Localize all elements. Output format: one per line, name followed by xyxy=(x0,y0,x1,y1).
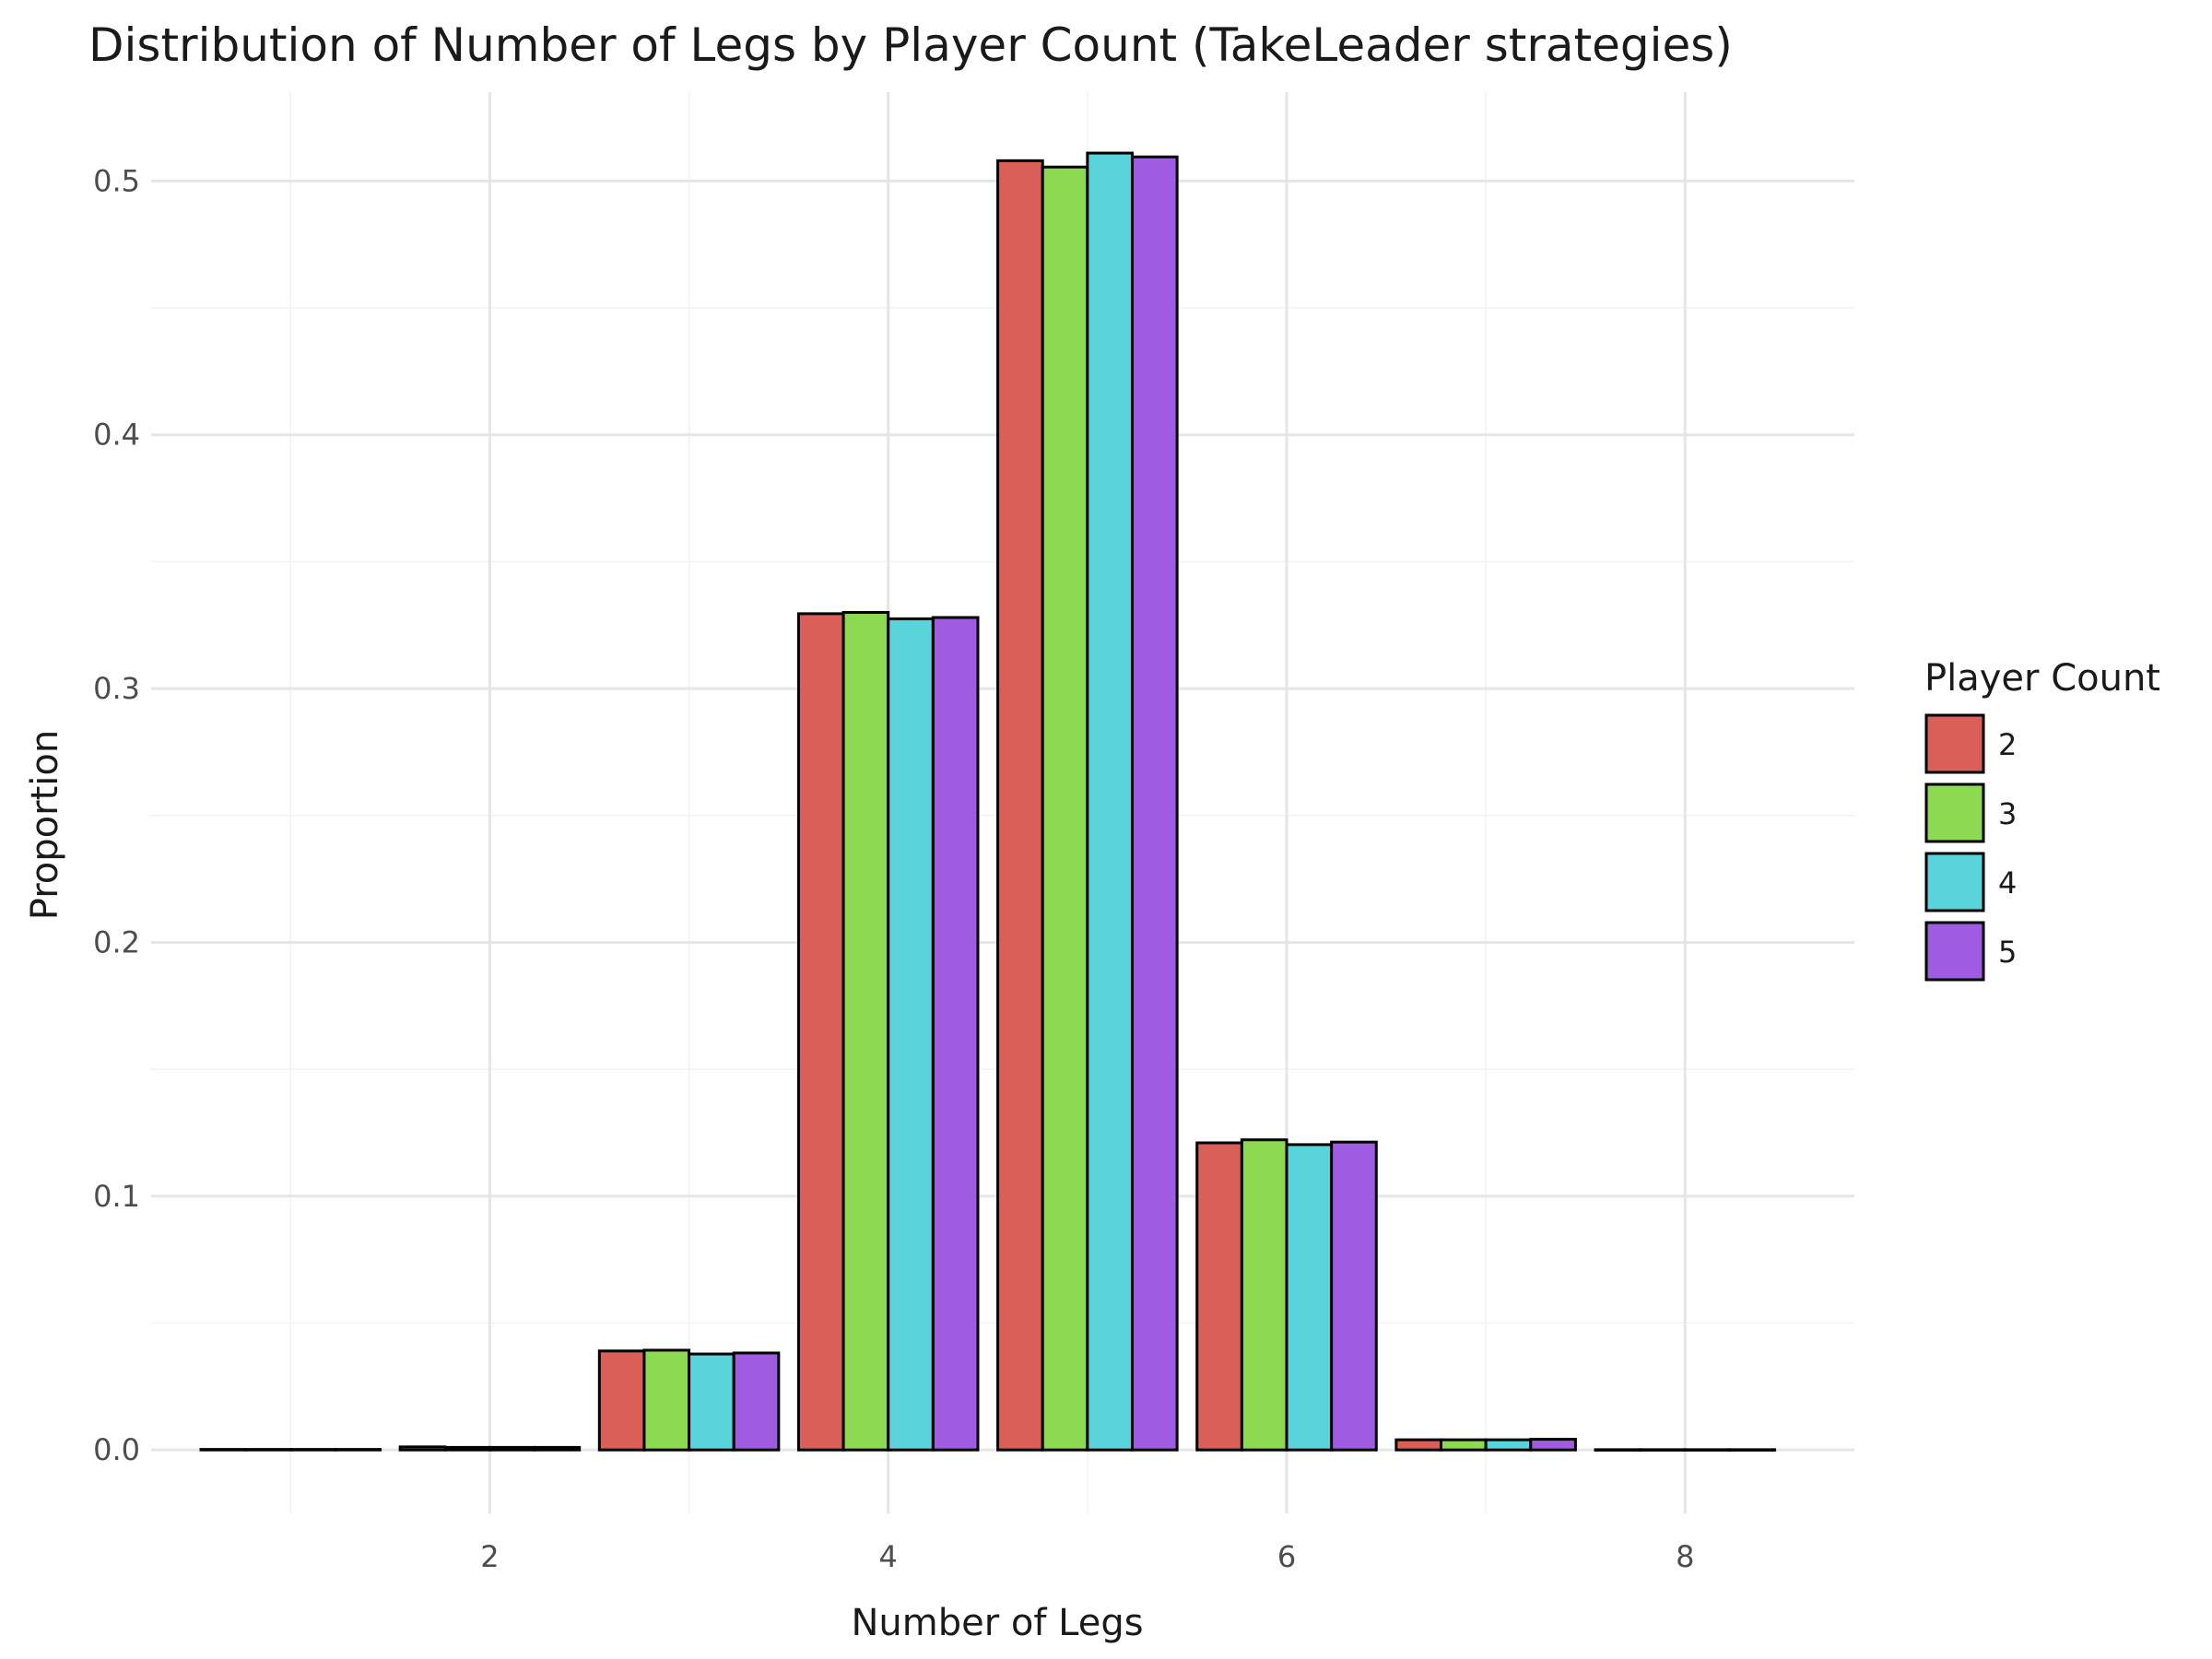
legend-title: Player Count xyxy=(1924,657,2160,700)
x-tick-label: 8 xyxy=(1676,1539,1694,1574)
bar-legs-4-players-2 xyxy=(796,612,845,1452)
bar-legs-4-players-5 xyxy=(931,616,980,1452)
bar-legs-6-players-3 xyxy=(1240,1138,1288,1452)
y-tick-label: 0.0 xyxy=(93,1432,140,1467)
bar-legs-7-players-3 xyxy=(1440,1438,1488,1452)
bar-legs-6-players-2 xyxy=(1195,1141,1243,1452)
legend-label-3: 3 xyxy=(1998,796,2017,831)
bar-legs-7-players-5 xyxy=(1529,1438,1577,1452)
bar-legs-8-players-4 xyxy=(1683,1448,1732,1452)
bar-legs-1-players-4 xyxy=(288,1448,337,1452)
bar-legs-7-players-4 xyxy=(1484,1438,1533,1452)
x-axis-title: Number of Legs xyxy=(851,1602,1143,1644)
legend-label-4: 4 xyxy=(1998,865,2017,900)
y-tick-label: 0.5 xyxy=(93,163,140,198)
legend-label-5: 5 xyxy=(1998,935,2017,970)
bar-legs-4-players-4 xyxy=(887,617,935,1452)
bars xyxy=(199,151,1777,1452)
bar-legs-2-players-4 xyxy=(488,1445,536,1452)
bar-legs-8-players-5 xyxy=(1728,1448,1777,1452)
legend-swatch-3 xyxy=(1924,782,1985,843)
legend-swatch-2 xyxy=(1924,713,1985,774)
legend-label-2: 2 xyxy=(1998,727,2017,762)
bar-legs-8-players-3 xyxy=(1639,1448,1687,1452)
bar-legs-2-players-3 xyxy=(443,1445,491,1452)
bar-legs-5-players-2 xyxy=(996,159,1044,1452)
legend-swatch-5 xyxy=(1924,921,1985,982)
y-axis-ticks: 0.0 0.1 0.2 0.3 0.4 0.5 xyxy=(93,163,140,1467)
y-axis-title: Proportion xyxy=(24,730,66,920)
bar-legs-5-players-5 xyxy=(1130,155,1179,1452)
legend-swatch-4 xyxy=(1924,852,1985,912)
bar-legs-3-players-3 xyxy=(642,1348,691,1452)
bar-legs-5-players-3 xyxy=(1041,165,1089,1452)
y-tick-label: 0.2 xyxy=(93,924,140,959)
x-tick-label: 6 xyxy=(1277,1539,1296,1574)
bar-legs-3-players-5 xyxy=(732,1351,781,1452)
legend-items: 2 3 4 5 xyxy=(1924,713,2017,982)
y-tick-label: 0.1 xyxy=(93,1179,140,1214)
x-tick-label: 2 xyxy=(480,1539,499,1574)
legend: Player Count 2 3 4 5 xyxy=(1924,657,2160,982)
bar-legs-1-players-3 xyxy=(244,1448,292,1452)
x-axis-ticks: 2 4 6 8 xyxy=(480,1539,1694,1574)
bar-legs-4-players-3 xyxy=(841,610,890,1452)
bar-legs-6-players-4 xyxy=(1285,1143,1334,1452)
bar-legs-5-players-4 xyxy=(1086,151,1134,1452)
bar-legs-6-players-5 xyxy=(1330,1140,1378,1452)
chart-title: Distribution of Number of Legs by Player… xyxy=(88,18,1733,72)
bar-legs-1-players-5 xyxy=(334,1448,382,1452)
bar-legs-8-players-2 xyxy=(1594,1448,1642,1452)
bar-legs-1-players-2 xyxy=(199,1448,248,1452)
y-tick-label: 0.3 xyxy=(93,671,140,706)
bar-legs-2-players-5 xyxy=(533,1445,582,1452)
bar-legs-3-players-2 xyxy=(597,1349,646,1452)
bar-legs-3-players-4 xyxy=(688,1352,735,1452)
bar-legs-7-players-2 xyxy=(1394,1438,1443,1452)
y-tick-label: 0.4 xyxy=(93,418,140,453)
bar-legs-2-players-2 xyxy=(398,1445,447,1452)
x-tick-label: 4 xyxy=(879,1539,898,1574)
